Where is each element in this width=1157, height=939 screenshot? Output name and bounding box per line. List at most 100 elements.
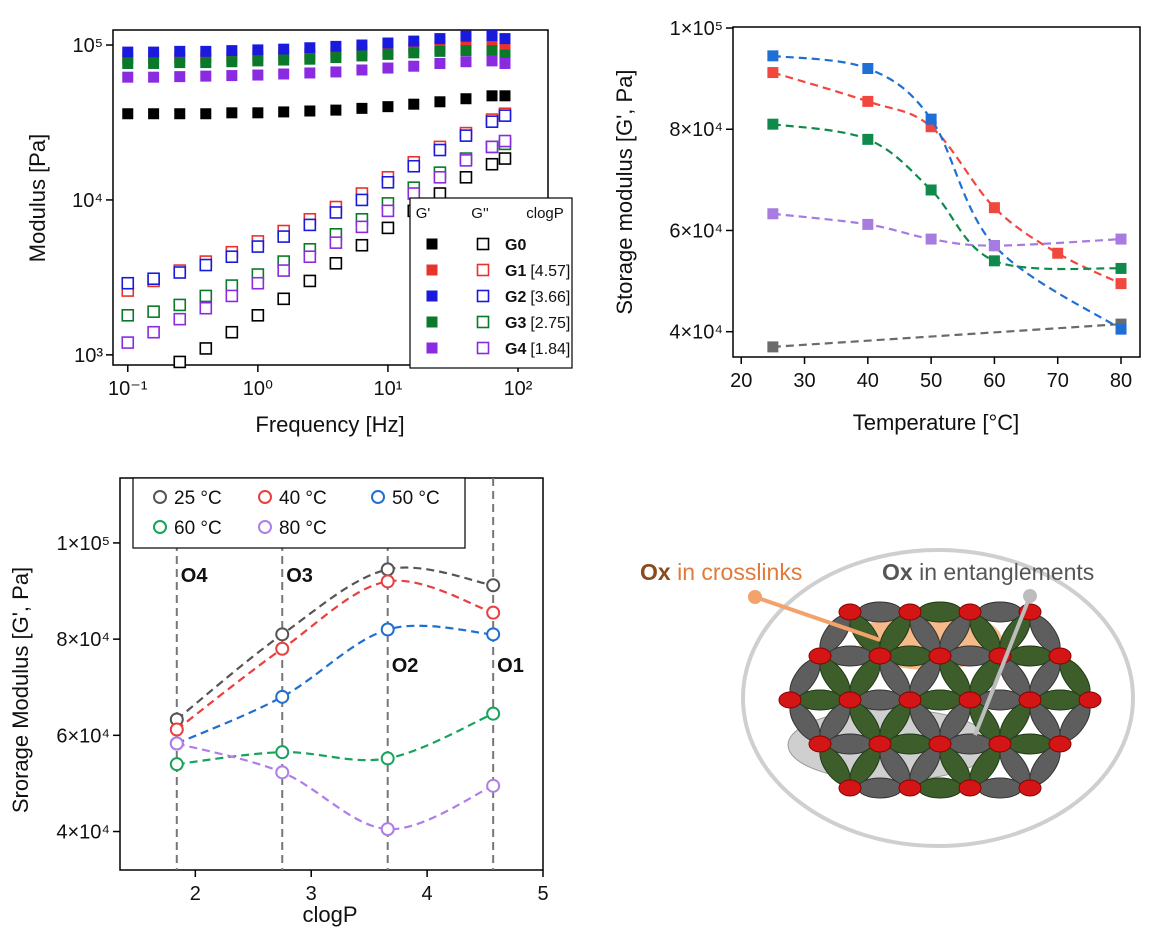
point xyxy=(148,71,160,83)
legend-entry: G4 [1.84] xyxy=(505,341,570,358)
red-bead xyxy=(778,691,802,709)
point xyxy=(434,40,446,52)
y-tick-label: 10⁵ xyxy=(72,35,103,57)
point xyxy=(122,57,134,69)
point xyxy=(356,50,368,62)
fit-line xyxy=(176,712,494,766)
red-bead xyxy=(898,691,922,709)
callout-line xyxy=(754,595,881,642)
y-tick-label: 4×10⁴ xyxy=(56,822,110,844)
point xyxy=(498,152,512,165)
x-tick-label: 2 xyxy=(190,883,201,905)
point xyxy=(173,266,187,279)
fit-line xyxy=(772,123,1122,271)
point xyxy=(767,208,779,220)
x-tick-label: 50 xyxy=(920,370,942,392)
red-bead xyxy=(958,691,982,709)
point xyxy=(356,39,368,51)
red-bead xyxy=(1018,691,1042,709)
point xyxy=(275,627,290,642)
network-boundary xyxy=(741,548,1135,848)
point xyxy=(200,70,212,82)
point xyxy=(434,45,446,57)
legend-clogp: [1.84] xyxy=(530,341,570,358)
point xyxy=(408,98,420,110)
label-text: in crosslinks xyxy=(671,559,803,585)
point xyxy=(225,325,239,339)
legend-clogp: [4.57] xyxy=(530,263,570,280)
x-tick-label: 10⁰ xyxy=(243,378,273,400)
point xyxy=(988,240,1000,252)
point xyxy=(925,113,937,125)
legend-header: clogP xyxy=(526,205,564,222)
y-tick-label: 1×10⁵ xyxy=(57,533,110,555)
point xyxy=(1115,233,1127,245)
point xyxy=(174,45,186,57)
label-bold: Ox xyxy=(640,559,671,585)
legend-entry: G2 [3.66] xyxy=(505,289,570,306)
point xyxy=(486,778,501,793)
point xyxy=(382,37,394,49)
point xyxy=(434,96,446,108)
point xyxy=(434,33,446,45)
point xyxy=(767,67,779,79)
point xyxy=(498,109,512,122)
point xyxy=(1115,323,1127,335)
point xyxy=(200,108,212,120)
point xyxy=(275,641,290,656)
point xyxy=(407,187,421,200)
legend-header: G' xyxy=(416,205,431,222)
legend-swatch xyxy=(153,490,167,504)
point xyxy=(355,193,369,207)
point xyxy=(174,57,186,69)
point xyxy=(460,56,472,68)
x-axis-title: clogP xyxy=(302,902,357,927)
red-bead xyxy=(1048,647,1072,665)
x-tick-label: 40 xyxy=(857,370,879,392)
point xyxy=(226,107,238,119)
legend-swatch xyxy=(476,341,490,355)
x-tick-label: 30 xyxy=(793,370,815,392)
point xyxy=(356,102,368,114)
point xyxy=(407,159,421,173)
legend-swatch xyxy=(476,263,490,277)
point xyxy=(862,218,874,230)
point xyxy=(1052,247,1064,259)
point xyxy=(226,56,238,68)
y-axis-title: Modulus [Pa] xyxy=(25,134,50,262)
point xyxy=(486,706,501,721)
point xyxy=(380,822,395,837)
point xyxy=(251,240,265,253)
red-bead xyxy=(838,779,862,797)
point xyxy=(199,289,213,303)
point xyxy=(485,140,499,154)
x-tick-label: 10¹ xyxy=(373,378,402,400)
point xyxy=(226,45,238,57)
point xyxy=(1115,278,1127,290)
x-tick-label: 60 xyxy=(983,370,1005,392)
reference-label: O4 xyxy=(181,565,209,587)
point xyxy=(499,33,511,45)
legend-box xyxy=(409,197,573,369)
point xyxy=(122,46,134,58)
point xyxy=(147,325,160,339)
legend-box xyxy=(132,477,466,549)
point xyxy=(278,54,290,66)
fit-line xyxy=(176,742,494,831)
point xyxy=(380,622,395,637)
point xyxy=(303,218,317,232)
point xyxy=(499,90,511,102)
point xyxy=(174,71,186,83)
point xyxy=(485,157,499,171)
point xyxy=(278,43,290,55)
x-axis-title: Frequency [Hz] xyxy=(255,412,404,437)
point xyxy=(225,250,239,264)
legend-swatch xyxy=(476,237,490,251)
point xyxy=(767,118,779,130)
x-tick-label: 20 xyxy=(730,370,752,392)
legend-swatch xyxy=(476,315,490,329)
green-bead xyxy=(917,777,963,799)
x-axis-title: Temperature [°C] xyxy=(853,410,1020,435)
point xyxy=(121,309,135,322)
